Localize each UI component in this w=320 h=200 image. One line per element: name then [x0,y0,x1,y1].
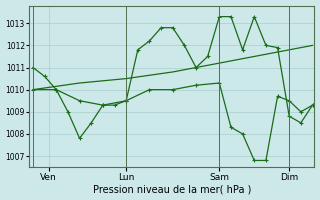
X-axis label: Pression niveau de la mer( hPa ): Pression niveau de la mer( hPa ) [92,184,251,194]
